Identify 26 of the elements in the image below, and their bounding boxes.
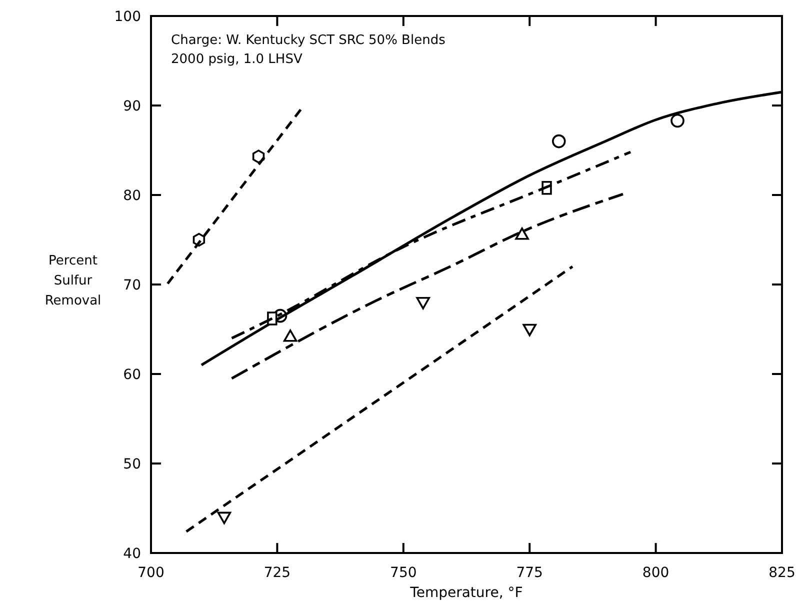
- annotation: Charge: W. Kentucky SCT SRC 50% Blends: [171, 33, 446, 48]
- annotation: 2000 psig, 1.0 LHSV: [171, 52, 302, 67]
- point: [522, 324, 536, 336]
- x-tick-label: 725: [264, 565, 291, 581]
- x-tick-label: 750: [390, 565, 417, 581]
- x-tick-label: 700: [138, 565, 164, 581]
- point: [515, 227, 529, 240]
- x-axis-title: Temperature, °F: [409, 585, 523, 601]
- point: [416, 297, 430, 310]
- x-tick-label: 825: [768, 565, 796, 581]
- y-tick-label: 60: [123, 367, 141, 383]
- point: [283, 330, 298, 342]
- y-tick-label: 40: [123, 546, 141, 562]
- point: [670, 114, 684, 128]
- y-tick-label: 50: [123, 456, 141, 472]
- y-tick-label: 70: [123, 278, 141, 294]
- x-tick-label: 800: [642, 565, 670, 581]
- y-tick-label: 100: [114, 9, 141, 25]
- y-tick-label: 80: [123, 188, 141, 204]
- y-tick-label: 90: [123, 98, 141, 114]
- line-series: [230, 192, 624, 380]
- line-series: [230, 150, 632, 340]
- point: [552, 134, 566, 148]
- y-axis-title: Percent Sulfur Removal: [44, 254, 102, 308]
- x-tick-label: 775: [516, 565, 543, 581]
- point: [217, 512, 232, 524]
